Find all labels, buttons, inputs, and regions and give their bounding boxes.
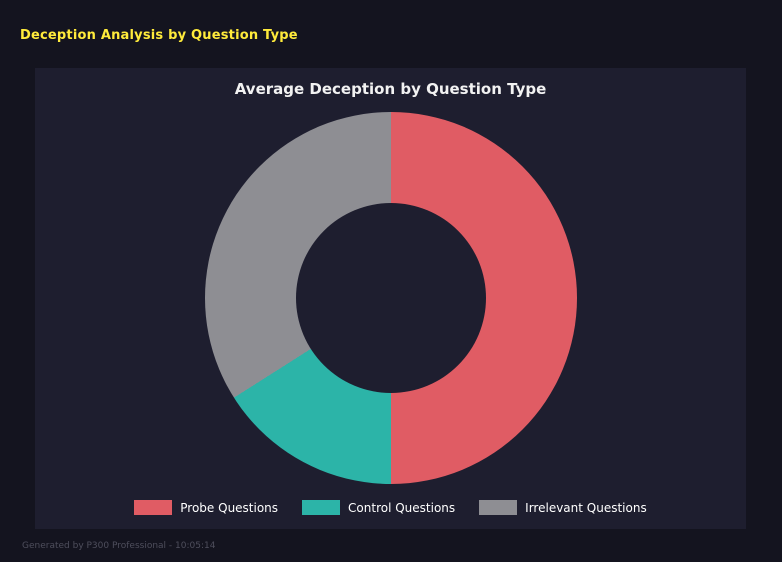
legend-label: Probe Questions <box>180 500 279 515</box>
legend-swatch <box>302 500 341 515</box>
legend-label: Irrelevant Questions <box>525 500 647 515</box>
page-title: Deception Analysis by Question Type <box>20 28 298 43</box>
chart-panel: Average Deception by Question Type Probe… <box>35 68 746 529</box>
chart-legend: Probe Questions Control Questions Irreleva… <box>35 500 746 515</box>
legend-swatch <box>479 500 518 515</box>
legend-item: Irrelevant Questions <box>479 500 647 515</box>
chart-title: Average Deception by Question Type <box>234 80 547 98</box>
footer-text: Generated by P300 Professional - 10:05:1… <box>22 541 216 551</box>
donut-chart <box>204 112 577 484</box>
legend-label: Control Questions <box>348 500 456 515</box>
donut-hole <box>295 203 486 393</box>
legend-item: Control Questions <box>302 500 455 515</box>
legend-swatch <box>134 500 173 515</box>
legend-item: Probe Questions <box>134 500 278 515</box>
